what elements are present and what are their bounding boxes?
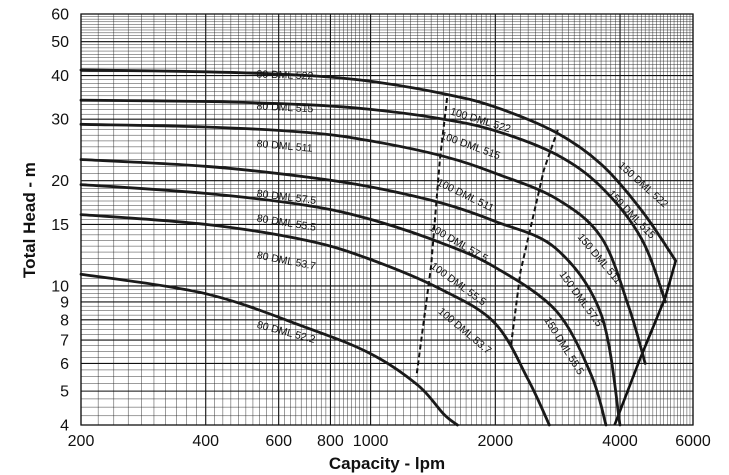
y-tick-label: 9 <box>60 294 69 311</box>
y-tick-label: 8 <box>60 312 69 329</box>
x-tick-label: 600 <box>265 433 292 450</box>
y-tick-label: 6 <box>60 356 69 373</box>
x-tick-label: 4000 <box>602 433 638 450</box>
x-tick-label: 400 <box>192 433 219 450</box>
x-tick-label: 800 <box>317 433 344 450</box>
x-tick-label: 1000 <box>353 433 389 450</box>
series-line-80-dml-53_7 <box>79 213 551 427</box>
curve-label: 80 DML 515 <box>256 100 314 115</box>
y-tick-label: 4 <box>60 418 69 435</box>
x-tick-labels: 200 400 600 800 1000 2000 4000 6000 <box>68 433 711 450</box>
x-axis-title: Capacity - lpm <box>329 454 445 473</box>
connector-line-2 <box>509 129 559 347</box>
y-tick-label: 15 <box>51 217 69 234</box>
y-tick-label: 30 <box>51 112 69 129</box>
series-line-80-dml-511 <box>79 122 647 365</box>
y-tick-label: 40 <box>51 68 69 85</box>
y-tick-label: 50 <box>51 34 69 51</box>
y-tick-label: 20 <box>51 173 69 190</box>
y-axis-title: Total Head - m <box>20 162 39 278</box>
y-tick-label: 60 <box>51 7 69 24</box>
series-line-80-dml-522 <box>79 68 678 263</box>
plot-frame <box>80 13 694 426</box>
curve-label: 80 DML 522 <box>256 68 313 82</box>
series-lines <box>79 68 678 427</box>
series-line-80-dml-515 <box>79 98 667 304</box>
series-line-80-dml-57_5 <box>79 158 622 427</box>
connector-line-1 <box>415 97 449 377</box>
y-tick-label: 10 <box>51 278 69 295</box>
series-line-80-dml-52_2 <box>79 272 459 427</box>
connector-line-3 <box>613 260 677 426</box>
y-tick-label: 7 <box>60 333 69 350</box>
curve-label: 80 DML 511 <box>256 138 313 155</box>
x-tick-label: 2000 <box>478 433 514 450</box>
x-tick-label: 6000 <box>675 433 711 450</box>
connector-lines <box>415 97 677 426</box>
y-tick-label: 5 <box>60 384 69 401</box>
series-line-80-dml-55_5 <box>79 183 608 427</box>
x-tick-label: 200 <box>68 433 95 450</box>
